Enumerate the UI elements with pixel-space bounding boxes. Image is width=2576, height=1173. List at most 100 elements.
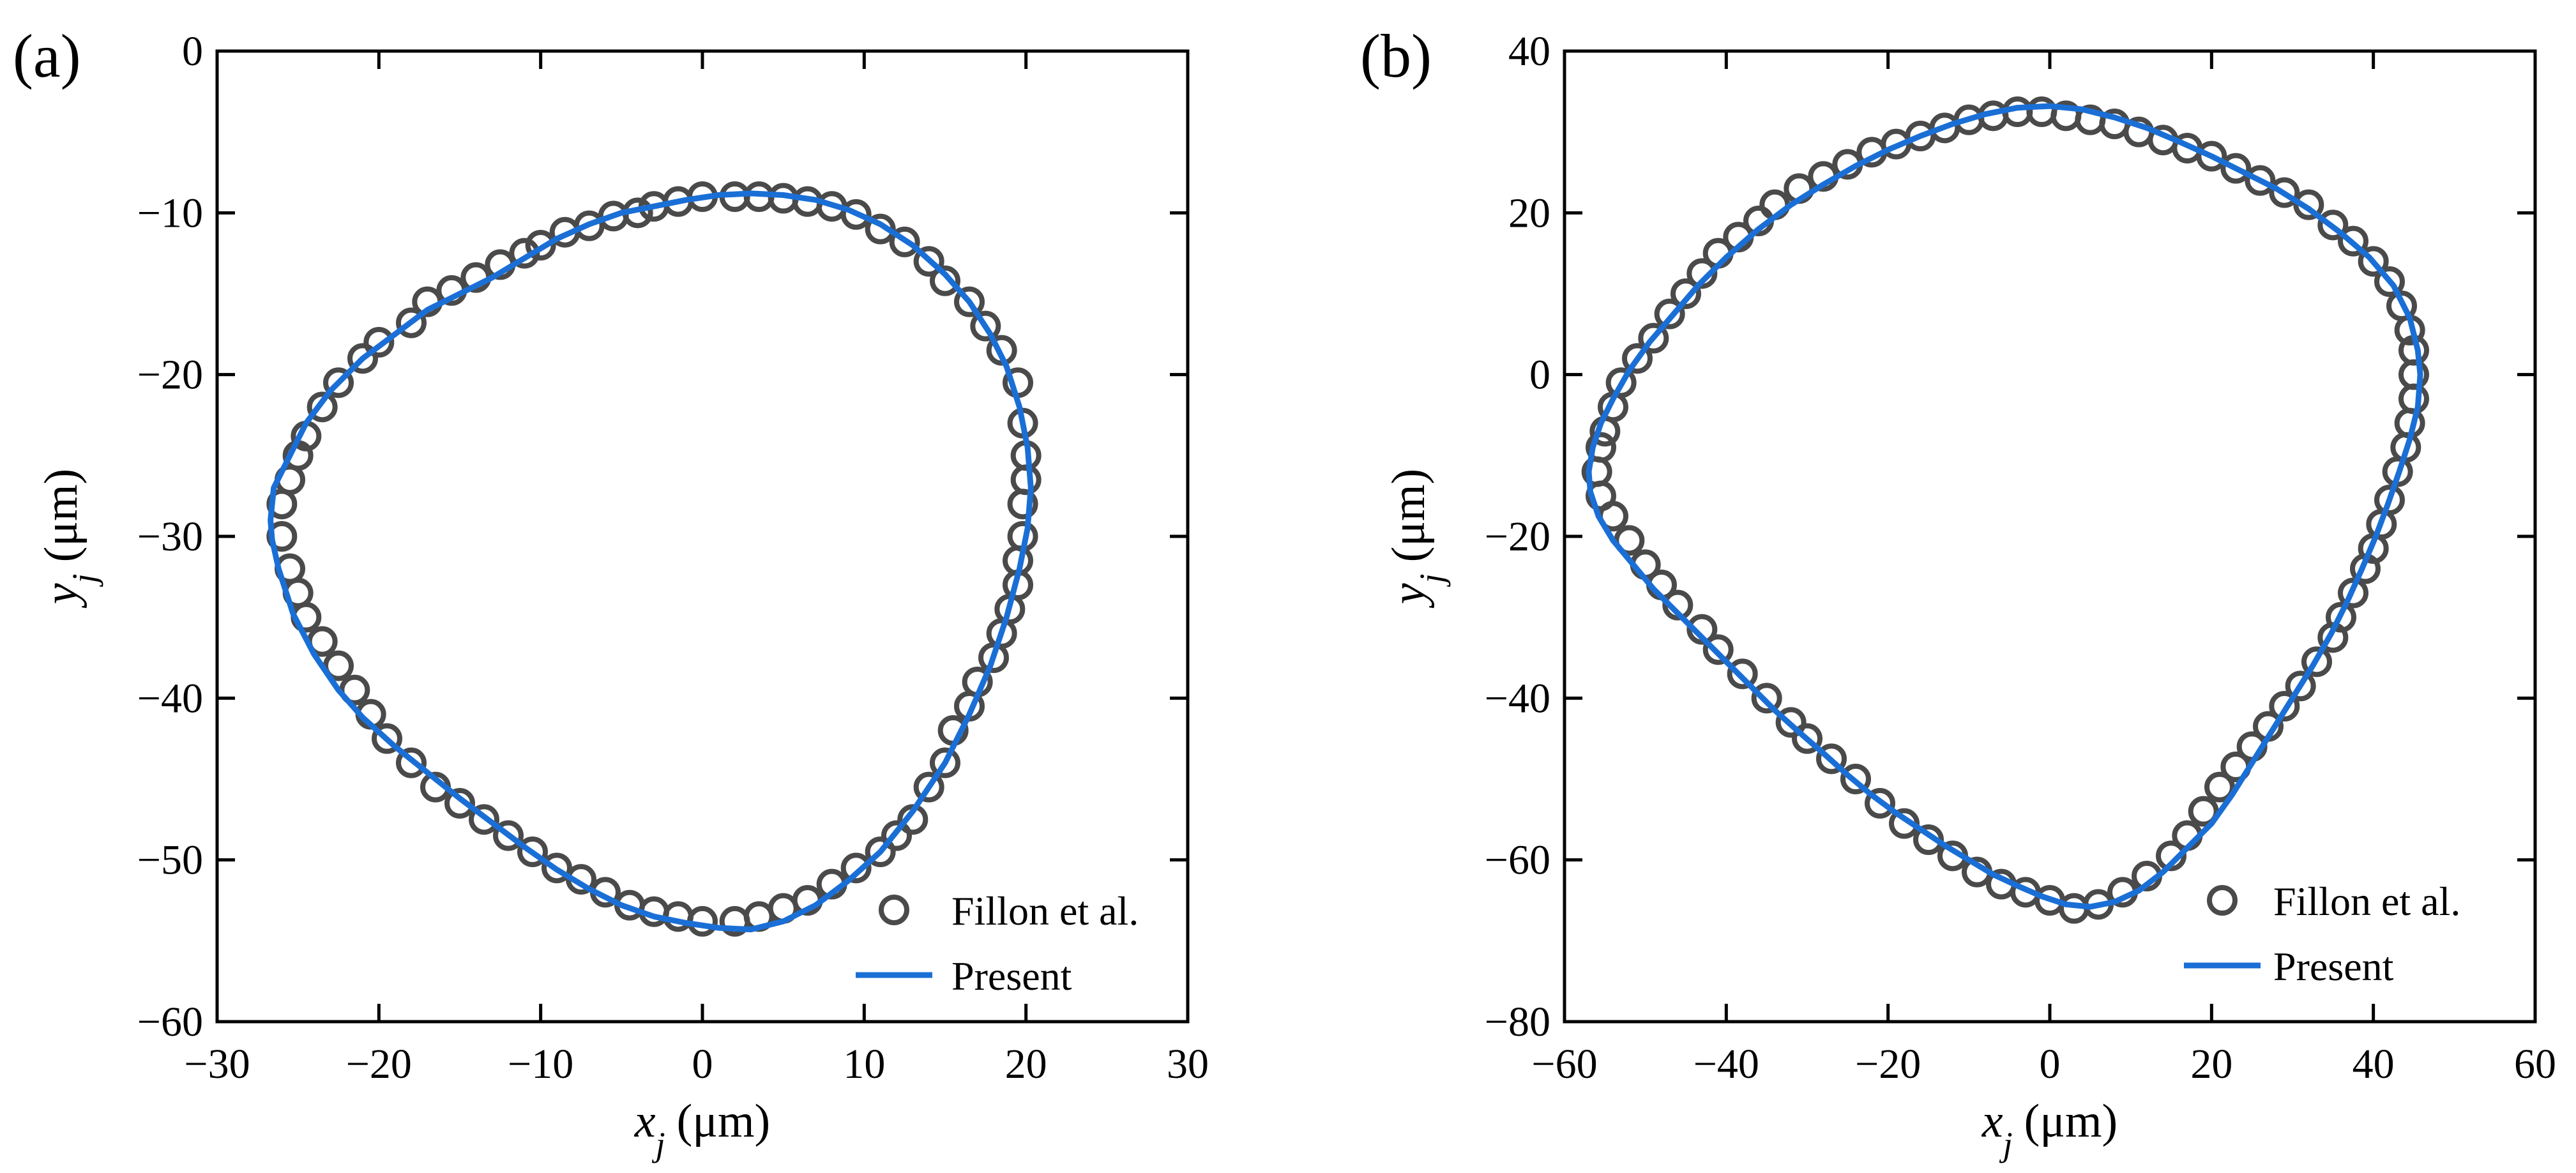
panel-a-fillon-marker (954, 286, 985, 317)
panel-b-present-curve (1586, 103, 2423, 910)
panel-a-fillon-marker (469, 804, 499, 835)
panel-b-x-axis-var: x (1981, 1095, 2003, 1147)
panel-b-y-axis-var: y (1383, 583, 1435, 609)
panel-b-fillon-marker (2245, 165, 2276, 196)
panel-b-legend-marker (2207, 885, 2238, 916)
panel-b-fillon-marker (1727, 658, 1758, 690)
panel-b-y-tick-label: 0 (1529, 352, 1550, 398)
panel-b-fillon-marker (2188, 796, 2219, 827)
panel-b-y-tick-label: −80 (1485, 999, 1550, 1045)
panel-b-fillon-marker (2196, 140, 2227, 172)
panel-b-fillon-marker (1586, 432, 1616, 463)
panel-b-y-axis-sub: j (1413, 573, 1451, 587)
panel-a-x-tick-label: 10 (843, 1041, 885, 1087)
panel-a-y-tick-label: −10 (137, 190, 203, 236)
panel-a-y-tick-label: −40 (137, 675, 203, 722)
panel-a-y-axis-var: y (35, 583, 87, 609)
panel-a-fillon-marker (865, 213, 896, 245)
panel-b-fillon-marker (2269, 691, 2300, 722)
panel-a-fillon-marker (930, 265, 960, 296)
panel-a-y-axis-sub: j (65, 573, 103, 587)
panel-b-fillon-marker (2358, 246, 2389, 277)
panel-b-fillon-marker (1654, 298, 1685, 329)
panel-b-x-tick-label: 0 (2040, 1041, 2061, 1087)
panel-b-fillon-marker (2156, 840, 2186, 872)
panel-a-fillon-marker (881, 820, 912, 851)
panel-a-fillon-marker (372, 723, 402, 754)
panel-a-fillon-marker (978, 642, 1009, 673)
panel-b-y-tick-label: −20 (1485, 513, 1550, 560)
panel-a-fillon-marker (913, 246, 944, 277)
panel-b-fillon-marker (2301, 646, 2332, 677)
panel-a-legend: Fillon et al. Present (856, 888, 1139, 999)
panel-a-fillon-marker (865, 836, 896, 867)
panel-a-fillon-marker (323, 367, 354, 398)
panel-b-legend: Fillon et al. Present (2184, 879, 2460, 989)
panel-b-y-axis-title: yj (μm) (1383, 469, 1451, 609)
panel-a-fillon-marker (525, 230, 556, 261)
panel-b-fillon-marker (2338, 225, 2368, 257)
panel-a-fillon-marker (840, 199, 872, 230)
panel-a-fillon-marker (517, 836, 548, 867)
panel-b-fillon-marker (1686, 258, 1718, 289)
panel-a-x-tick-label: 20 (1005, 1041, 1047, 1087)
panel-a-fillon-marker (323, 650, 354, 681)
panel-a-fillon-marker (719, 905, 750, 937)
panel-a-fillon-marker (542, 852, 572, 884)
panel-a-legend-label-present: Present (951, 953, 1072, 999)
panel-a-fillon-marker (396, 747, 427, 778)
panel-a-x-axis-unit: (μm) (677, 1095, 771, 1147)
panel-b-fillon-marker (1865, 788, 1895, 819)
panel-b-x-tick-label: 20 (2190, 1041, 2232, 1087)
panel-a-plot-area: −30 −20 −10 0 10 20 30 −60 −50 −40 −30 −20 −10 0 (137, 28, 1209, 1087)
panel-a-x-axis-title: xj (μm) (634, 1095, 770, 1163)
panel-b-x-tick-label: −60 (1531, 1041, 1597, 1087)
panel-b-fillon-marker (1686, 614, 1718, 645)
panel-b-fillon-marker (1840, 764, 1871, 794)
panel-a-legend-label-fillon: Fillon et al. (951, 888, 1139, 934)
panel-b-fillon-marker (1605, 367, 1637, 398)
panel-a-fillon-marker (363, 327, 395, 358)
panel-a-x-tick-label: −10 (508, 1041, 573, 1087)
panel-b-y-tick-label: 40 (1508, 28, 1550, 75)
panel-a-x-tick-label: −20 (346, 1041, 412, 1087)
panel-b-fillon-marker (2317, 209, 2349, 241)
panel-a-y-axis-title: yj (μm) (35, 469, 103, 609)
panel-b-x-tick-label: −40 (1693, 1041, 1759, 1087)
panel-b-fillon-marker (2398, 383, 2429, 414)
panel-b-y-axis-unit: (μm) (1383, 469, 1435, 563)
panel-a-x-tick-label: 30 (1167, 1041, 1209, 1087)
panel-b-fillon-marker (2220, 153, 2252, 184)
panel-a-x-tick-label: 0 (692, 1041, 713, 1087)
panel-b-fillon-marker (1751, 683, 1782, 714)
panel-b-fillon-marker (1622, 343, 1653, 374)
panel-a: (a) −30 −20 −10 0 10 20 30−60−50−40−30−20−100 … (13, 22, 1209, 1163)
panel-b-fillon-marker (1702, 634, 1734, 665)
panel-a-label: (a) (13, 22, 81, 90)
panel-b-x-axis-unit: (μm) (2024, 1095, 2118, 1147)
panel-b-y-tick-label: 20 (1508, 190, 1550, 236)
panel-b-y-tick-label: −40 (1485, 675, 1550, 722)
panel-a-x-axis-var: x (634, 1095, 656, 1147)
panel-b-x-axis-title: xj (μm) (1981, 1095, 2118, 1163)
panel-b-fillon-marker (1816, 743, 1847, 775)
panel-a-fillon-marker (493, 820, 524, 851)
panel-b-fillon-marker (1662, 589, 1693, 621)
panel-b-legend-label-present: Present (2273, 944, 2394, 989)
panel-b-fillon-marker (1775, 707, 1807, 738)
panel-a-fillon-marker (1007, 488, 1038, 520)
panel-b-fillon-marker (2293, 189, 2324, 220)
panel-a-x-tick-label: −30 (184, 1041, 250, 1087)
panel-b-y-tick-label: −60 (1485, 837, 1550, 884)
panel-a-y-tick-label: −60 (137, 999, 203, 1045)
panel-b-fillon-marker (2269, 177, 2300, 208)
panel-a-fillon-marker (396, 307, 427, 338)
panel-a-fillon-marker (970, 310, 1001, 342)
panel-a-fillon-marker (930, 747, 960, 778)
panel-b-label: (b) (1360, 22, 1432, 90)
panel-a-fillon-marker (889, 226, 920, 257)
panel-b-x-axis-sub: j (1999, 1125, 2013, 1163)
